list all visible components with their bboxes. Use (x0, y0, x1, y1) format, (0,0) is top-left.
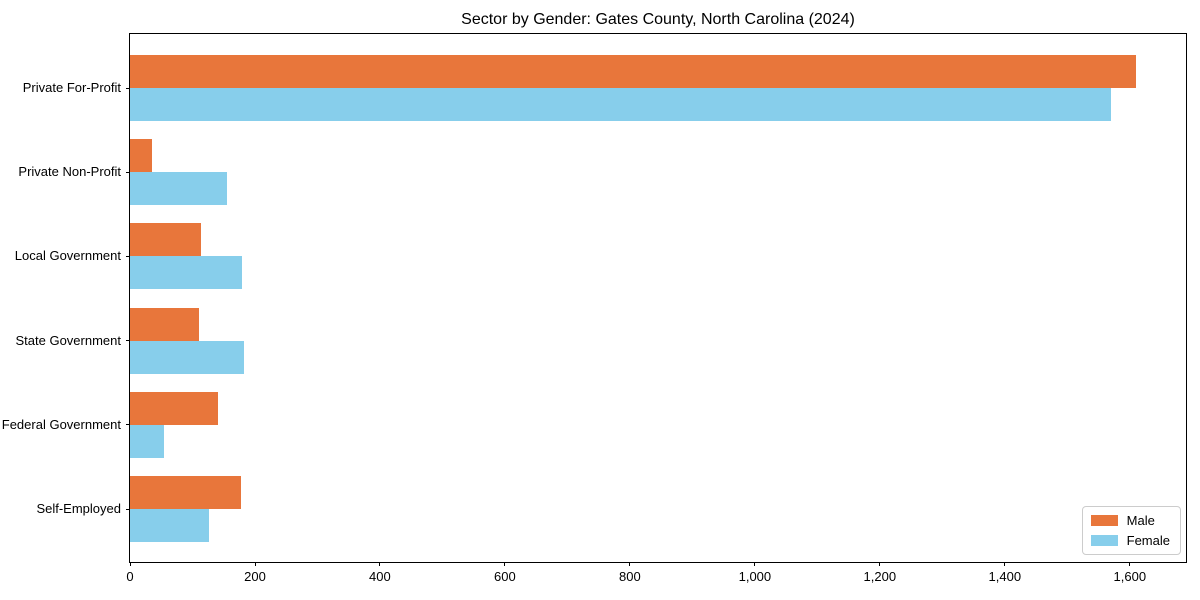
legend-item-female: Female (1090, 533, 1170, 548)
ytick-label-self-employed: Self-Employed (36, 501, 121, 516)
ytick-label-private-non-profit: Private Non-Profit (18, 164, 121, 180)
y-tick-federal-government (126, 424, 130, 426)
y-tick-private-for-profit (126, 87, 130, 89)
xtick-label-1000: 1,000 (738, 569, 772, 584)
x-tick-800 (629, 562, 631, 566)
xtick-label-1200: 1,200 (863, 569, 897, 584)
bar-female-private-for-profit (130, 88, 1111, 121)
bar-female-local-government (130, 256, 242, 290)
bar-female-private-non-profit (130, 172, 227, 206)
legend-label-female: Female (1126, 533, 1170, 548)
bar-female-self-employed (130, 509, 210, 542)
bar-female-state-government (130, 340, 245, 374)
x-tick-1400 (1004, 562, 1006, 566)
ytick-label-private-for-profit: Private For-Profit (22, 80, 121, 95)
xtick-label-800: 800 (619, 569, 641, 584)
y-tick-private-non-profit (126, 171, 130, 173)
legend-item-male: Male (1090, 513, 1170, 528)
legend-label-male: Male (1126, 513, 1155, 528)
male-series-swatch (1090, 515, 1118, 526)
bar-male-state-government (130, 307, 199, 341)
y-tick-local-government (126, 255, 130, 257)
chart-title: Sector by Gender: Gates County, North Ca… (461, 11, 855, 28)
x-tick-0 (129, 562, 131, 566)
plot-area: Male Female Private For-Profit Private No… (2, 33, 1187, 584)
bar-male-private-for-profit (130, 55, 1136, 88)
y-tick-self-employed (126, 508, 130, 510)
x-tick-400 (379, 562, 381, 566)
ytick-label-local-government: Local Government (14, 248, 121, 264)
xtick-label-0: 0 (126, 569, 134, 584)
bar-male-private-non-profit (130, 139, 152, 173)
bar-male-local-government (130, 223, 201, 257)
xtick-label-400: 400 (369, 569, 391, 584)
x-tick-1000 (754, 562, 756, 566)
bar-female-federal-government (130, 424, 165, 458)
xtick-label-1400: 1,400 (988, 569, 1022, 584)
legend: Male Female (1081, 506, 1181, 555)
ytick-label-federal-government: Federal Government (1, 416, 121, 432)
xtick-label-200: 200 (244, 569, 266, 584)
bar-male-self-employed (130, 476, 242, 509)
x-tick-1600 (1129, 562, 1131, 566)
x-tick-1200 (879, 562, 881, 566)
xtick-label-1600: 1,600 (1113, 569, 1147, 584)
x-tick-200 (254, 562, 256, 566)
y-tick-state-government (126, 340, 130, 342)
female-series-swatch (1090, 535, 1118, 546)
xtick-label-600: 600 (494, 569, 516, 584)
bar-male-federal-government (130, 391, 218, 425)
ytick-label-state-government: State Government (15, 332, 122, 348)
x-tick-600 (504, 562, 506, 566)
